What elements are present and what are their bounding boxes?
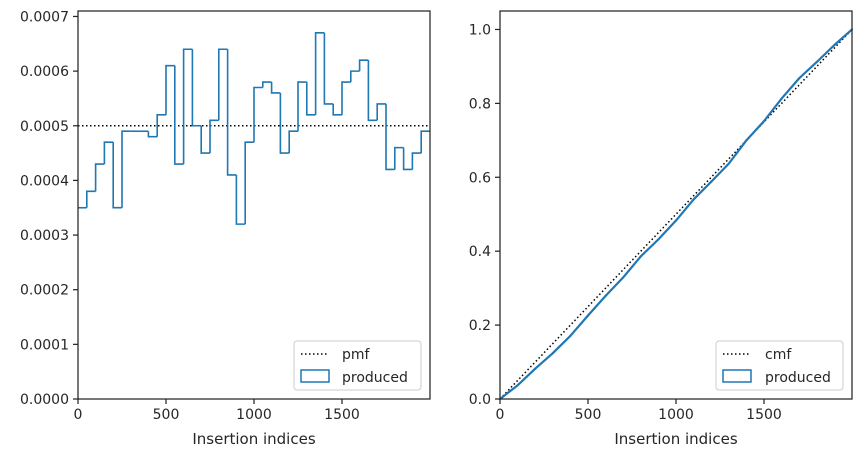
produced-cmf-segment — [569, 314, 590, 337]
produced-bin — [200, 125, 210, 154]
left-y-tick-label: 0.0004 — [20, 173, 69, 189]
produced-cmf-segment — [516, 367, 537, 387]
produced-bin — [332, 103, 342, 116]
produced-bin — [121, 130, 131, 208]
produced-cmf-segment — [586, 294, 607, 317]
produced-cmf-segment — [551, 334, 572, 355]
right-y-tick-label: 0.4 — [469, 244, 491, 260]
produced-bin — [350, 70, 360, 83]
cmf-panel: 0 500 1000 1500 0.0 0.2 0.4 0.6 0.8 1.0 Insertion… — [469, 10, 854, 448]
right-x-tick-label: 500 — [575, 407, 602, 423]
right-legend-produced-label: produced — [765, 370, 831, 386]
produced-cmf-segment — [692, 180, 713, 201]
produced-bin — [341, 81, 351, 115]
produced-bin — [402, 147, 413, 171]
produced-bin — [288, 130, 298, 154]
produced-cmf-segment — [780, 77, 801, 100]
produced-bin — [367, 60, 378, 122]
produced-bin — [279, 92, 290, 154]
produced-cmf-segment — [657, 219, 678, 241]
produced-bin — [262, 81, 272, 88]
produced-bin — [235, 174, 246, 225]
right-y-tick-label: 0.8 — [469, 96, 491, 112]
produced-bin — [191, 49, 202, 127]
produced-bin — [270, 82, 281, 94]
produced-cmf-segment — [498, 384, 519, 401]
right-y-tick-label: 0.2 — [469, 318, 491, 334]
produced-bin — [253, 86, 263, 143]
produced-cmf-segment — [604, 276, 625, 298]
right-legend: cmf produced — [715, 340, 844, 391]
produced-bin — [218, 48, 228, 121]
right-x-tick-label: 0 — [496, 407, 505, 423]
produced-cmf-segment — [833, 28, 854, 47]
produced-bin — [86, 190, 96, 208]
produced-cmf-segment — [534, 352, 554, 370]
left-y-tick-label: 0.0002 — [20, 283, 69, 299]
produced-bin — [226, 49, 237, 176]
produced-cmf-segment — [710, 162, 730, 183]
produced-bin — [420, 130, 430, 154]
right-legend-cmf-label: cmf — [765, 347, 792, 363]
left-xlabel: Insertion indices — [192, 430, 315, 448]
produced-bin — [297, 81, 307, 132]
right-y-tick-label: 0.6 — [469, 170, 491, 186]
right-x-tick-label: 1000 — [658, 407, 694, 423]
produced-cmf-segment — [622, 255, 642, 279]
right-y-tick-label: 0.0 — [469, 392, 491, 408]
produced-bin — [244, 141, 254, 225]
produced-bin — [376, 103, 386, 121]
produced-bin — [156, 114, 166, 137]
right-y-tick-label: 1.0 — [469, 22, 491, 38]
left-legend-produced-label: produced — [342, 370, 408, 386]
right-plot-marks — [498, 28, 854, 401]
produced-cmf-segment — [674, 198, 695, 222]
left-y-tick-label: 0.0001 — [20, 337, 69, 353]
produced-cmf-segment — [639, 238, 660, 258]
produced-cmf-segment — [798, 60, 818, 80]
left-ticks: 0 500 1000 1500 0.0000 0.0001 0.0002 0.0003 0.00… — [20, 9, 360, 423]
left-legend: pmf produced — [293, 340, 422, 391]
right-legend-produced-swatch — [722, 369, 752, 383]
produced-bin — [165, 64, 175, 115]
produced-bin — [394, 146, 404, 170]
left-x-tick-label: 500 — [153, 407, 180, 423]
left-x-tick-label: 1000 — [236, 407, 272, 423]
produced-bin — [103, 141, 114, 165]
left-legend-produced-swatch — [300, 369, 330, 383]
left-y-tick-label: 0.0007 — [20, 9, 69, 25]
produced-bin — [94, 163, 105, 192]
produced-bin — [147, 131, 158, 138]
produced-cmf-segment — [727, 139, 748, 165]
right-x-tick-label: 1500 — [746, 407, 782, 423]
produced-cmf-segment — [745, 120, 766, 142]
left-y-tick-label: 0.0006 — [20, 64, 69, 80]
left-legend-pmf-label: pmf — [342, 347, 371, 363]
produced-bin — [323, 32, 334, 105]
left-x-tick-label: 1500 — [324, 407, 360, 423]
produced-bin — [314, 32, 325, 115]
cmf-reference-line — [499, 28, 853, 400]
pmf-panel: 0 500 1000 1500 0.0000 0.0001 0.0002 0.0003 0.00… — [20, 9, 431, 448]
right-ticks: 0 500 1000 1500 0.0 0.2 0.4 0.6 0.8 1.0 — [469, 22, 782, 423]
produced-bin — [358, 59, 369, 72]
produced-cmf-segment — [762, 97, 783, 123]
left-y-tick-label: 0.0005 — [20, 119, 69, 135]
produced-bin — [411, 152, 422, 170]
right-xlabel: Insertion indices — [614, 430, 737, 448]
produced-bin — [182, 48, 193, 165]
left-x-tick-label: 0 — [74, 407, 83, 423]
produced-bin — [174, 65, 184, 165]
produced-cmf-segment — [815, 43, 836, 64]
produced-bin — [306, 82, 316, 116]
left-plot-marks — [78, 32, 430, 225]
produced-bin — [209, 119, 219, 154]
left-y-tick-label: 0.0003 — [20, 228, 69, 244]
produced-bin — [112, 142, 122, 209]
produced-bin — [385, 103, 395, 171]
left-y-tick-label: 0.0000 — [20, 392, 69, 408]
